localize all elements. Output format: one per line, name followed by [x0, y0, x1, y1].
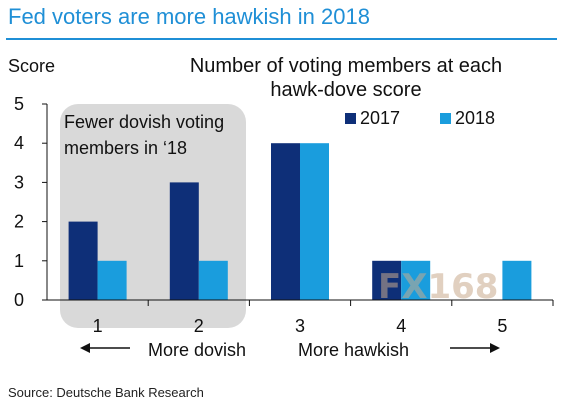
more-hawkish-label: More hawkish [298, 340, 409, 360]
bar-2018-score-1 [97, 260, 127, 300]
bar-2017-score-3 [271, 143, 300, 300]
watermark: FX168 [378, 267, 498, 307]
legend-swatch-2017 [345, 113, 356, 124]
bar-2017-score-4 [372, 260, 402, 300]
bar-2017-score-2 [169, 182, 199, 300]
y-axis-label: Score [8, 56, 55, 76]
x-tick-label: 1 [93, 316, 103, 336]
x-tick-label: 5 [497, 316, 507, 336]
box-annotation-line2: members in ‘18 [64, 138, 187, 158]
bars-layer [68, 143, 532, 300]
y-tick-label: 3 [14, 172, 24, 192]
y-tick-label: 5 [14, 94, 24, 114]
legend-label-2017: 2017 [360, 108, 400, 128]
box-annotation-line1: Fewer dovish voting [64, 112, 224, 132]
bar-chart: Number of voting members at each hawk-do… [8, 55, 554, 360]
chart-title: Fed voters are more hawkish in 2018 [8, 4, 370, 29]
y-tick-label: 4 [14, 133, 24, 153]
x-ticks: 1 2 3 4 5 [93, 300, 554, 336]
y-tick-label: 0 [14, 290, 24, 310]
bar-2018-score-4 [401, 260, 431, 300]
bar-2018-score-2 [198, 260, 228, 300]
y-tick-label: 1 [14, 251, 24, 271]
y-tick-label: 2 [14, 212, 24, 232]
bar-2017-score-1 [68, 221, 98, 300]
title-divider [6, 38, 557, 40]
legend-swatch-2018 [440, 113, 451, 124]
more-dovish-label: More dovish [148, 340, 246, 360]
x-tick-label: 4 [396, 316, 406, 336]
chart-subtitle-line2: hawk-dove score [270, 79, 421, 101]
bar-2018-score-3 [300, 143, 329, 300]
source-note: Source: Deutsche Bank Research [8, 385, 204, 400]
x-tick-label: 3 [295, 316, 305, 336]
y-ticks: 0 1 2 3 4 5 [14, 94, 47, 310]
bar-2018-score-5 [502, 260, 532, 300]
legend: 2017 2018 [345, 108, 495, 128]
legend-label-2018: 2018 [455, 108, 495, 128]
x-tick-label: 2 [194, 316, 204, 336]
chart-subtitle-line1: Number of voting members at each [190, 55, 502, 77]
